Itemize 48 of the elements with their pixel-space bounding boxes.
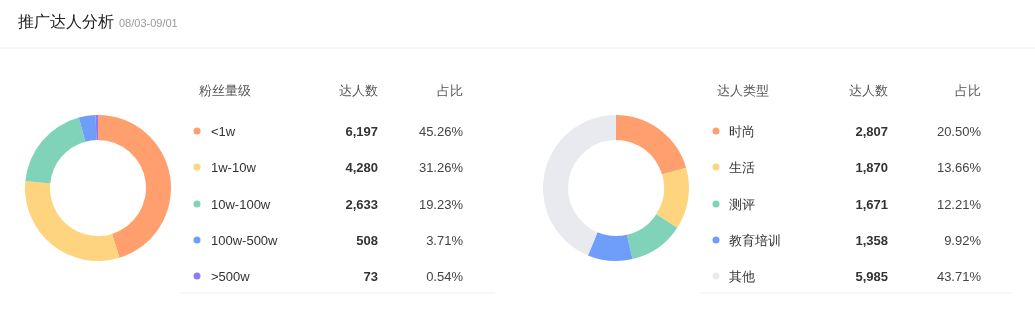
donut-slice <box>587 232 633 261</box>
legend-label: 其他 <box>729 269 755 284</box>
legend-label: 测评 <box>729 197 755 212</box>
chart-subtitle: 08/03-09/01 <box>119 17 178 29</box>
legend-label: 1w-10w <box>211 160 257 175</box>
legend-label: 教育培训 <box>729 233 781 248</box>
text: 达人数 <box>339 83 378 98</box>
legend-label: 10w-100w <box>211 197 271 212</box>
data-label: 4,280 <box>345 160 378 175</box>
data-label: 1,358 <box>855 233 888 248</box>
data-label: 73 <box>363 269 378 284</box>
text: 43.71% <box>936 269 982 284</box>
donut-slice <box>98 115 171 258</box>
text: 13.66% <box>936 160 982 175</box>
text: 45.26% <box>418 124 464 139</box>
donut-slice <box>656 167 689 228</box>
text: 31.26% <box>418 160 464 175</box>
text: 3.71% <box>426 233 464 248</box>
legend-label: <1w <box>211 124 236 139</box>
data-label: 1,671 <box>855 197 888 212</box>
donut-slice <box>616 115 687 175</box>
text: 0.54% <box>426 269 464 284</box>
donut-slice <box>626 214 678 260</box>
text: 12.21% <box>936 197 982 212</box>
donut-slice <box>25 117 86 184</box>
data-label: 5,985 <box>855 269 888 284</box>
data-label: 1,870 <box>855 160 888 175</box>
legend-label: 100w-500w <box>211 233 279 248</box>
data-label: 508 <box>356 233 378 248</box>
legend-label: 生活 <box>729 160 755 175</box>
data-label: 2,633 <box>345 197 378 212</box>
text: 占比 <box>955 83 981 98</box>
donut-slice <box>543 115 616 256</box>
donut-slice <box>78 115 97 142</box>
legend-label: >500w <box>211 269 251 284</box>
donut-slice <box>95 115 98 141</box>
data-label: 6,197 <box>345 124 378 139</box>
legend-title: 达人类型 <box>717 83 769 98</box>
legend-label: 时尚 <box>729 124 755 139</box>
data-label: 2,807 <box>855 124 888 139</box>
text: 20.50% <box>936 124 982 139</box>
text: 19.23% <box>418 197 464 212</box>
text: 9.92% <box>944 233 982 248</box>
chart-title: 推广达人分析 <box>18 13 114 30</box>
legend-title: 粉丝量级 <box>199 83 251 98</box>
donut-slice <box>25 181 120 261</box>
text: 达人数 <box>849 83 888 98</box>
text: 占比 <box>437 83 463 98</box>
